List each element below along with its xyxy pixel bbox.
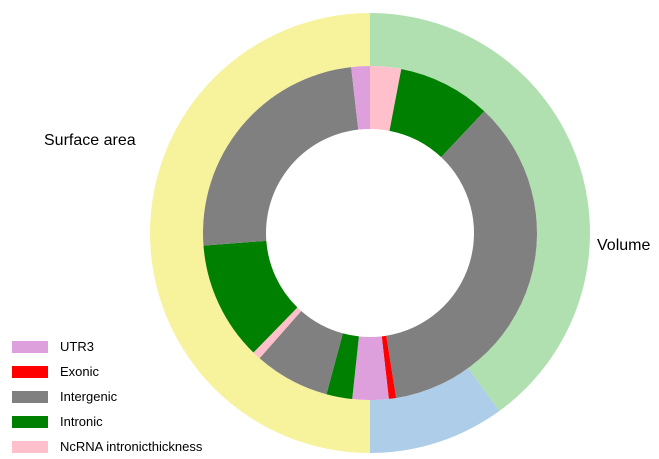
inner-slice-intronic-8 <box>203 240 298 353</box>
legend-label: Intergenic <box>60 389 118 404</box>
legend-swatch <box>12 415 48 428</box>
inner-slice-utr3-10 <box>351 66 370 130</box>
legend-label: NcRNA intronicthickness <box>60 439 203 454</box>
inner-slice-intergenic-6 <box>259 311 343 395</box>
outer-slice-surface-area-0 <box>370 13 590 411</box>
legend: UTR3 Exonic Intergenic Intronic NcRNA intron… <box>12 334 202 459</box>
inner-slice-intronic-5 <box>326 333 359 400</box>
outer-slice-volume-2 <box>150 13 370 453</box>
legend-swatch <box>12 365 48 378</box>
legend-item-ncrna-intronicthickness: NcRNA intronicthickness <box>12 434 202 459</box>
legend-item-intergenic: Intergenic <box>12 384 202 409</box>
inner-slice-ncrna-intronicthickness-7 <box>253 307 302 359</box>
volume-label: Volume <box>597 237 651 254</box>
inner-slice-ncrna-intronicthickness-0 <box>370 66 402 131</box>
legend-item-intronic: Intronic <box>12 409 202 434</box>
inner-slice-exonic-3 <box>381 335 397 399</box>
legend-item-utr3: UTR3 <box>12 334 202 359</box>
legend-item-exonic: Exonic <box>12 359 202 384</box>
legend-label: Intronic <box>60 414 103 429</box>
inner-slice-intronic-1 <box>389 68 485 158</box>
inner-ring <box>203 66 537 400</box>
legend-swatch <box>12 440 48 453</box>
outer-slice-unlabeled-1 <box>370 368 500 453</box>
outer-ring <box>150 13 590 453</box>
inner-slice-intergenic-9 <box>203 67 359 246</box>
legend-label: UTR3 <box>60 339 94 354</box>
surface-area-label: Surface area <box>44 132 136 149</box>
legend-label: Exonic <box>60 364 100 379</box>
inner-slice-utr3-4 <box>352 336 389 400</box>
legend-swatch <box>12 390 48 403</box>
inner-slice-intergenic-2 <box>386 111 537 398</box>
legend-swatch <box>12 340 48 353</box>
